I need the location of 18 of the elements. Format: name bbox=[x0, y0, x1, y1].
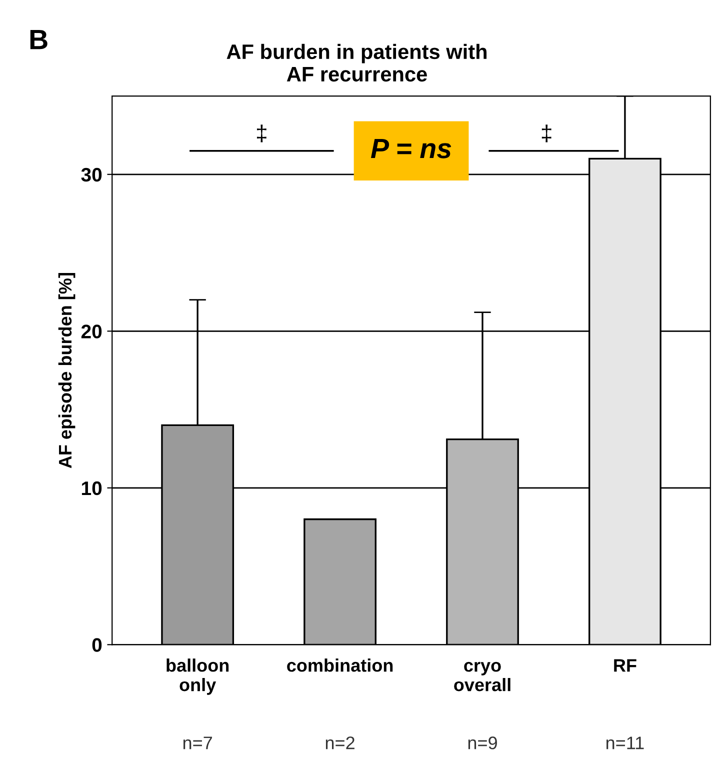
text: B bbox=[30, 30, 48, 50]
x-tick-label: RF bbox=[614, 659, 636, 672]
x-tick-label: cryo overall bbox=[454, 662, 510, 692]
x-tick-label: combination bbox=[287, 658, 393, 672]
annotation: ‡ bbox=[256, 124, 266, 142]
y-tick-label: 0 bbox=[92, 638, 102, 652]
y-axis-title: AF episode burden [%] bbox=[58, 273, 76, 468]
text: n=9 bbox=[468, 736, 497, 750]
chart-title: AF burden in patients with AF recurrence bbox=[226, 44, 487, 82]
annotation: P = ns bbox=[370, 138, 452, 158]
annotation: ‡ bbox=[542, 124, 552, 142]
x-tick-label: balloon only bbox=[166, 658, 229, 695]
text: n=11 bbox=[606, 736, 644, 750]
y-tick-label: 30 bbox=[81, 168, 102, 182]
y-tick-label: 20 bbox=[81, 324, 102, 338]
text: n=2 bbox=[326, 736, 354, 750]
y-tick-label: 10 bbox=[82, 481, 102, 496]
text: n=7 bbox=[183, 736, 212, 750]
